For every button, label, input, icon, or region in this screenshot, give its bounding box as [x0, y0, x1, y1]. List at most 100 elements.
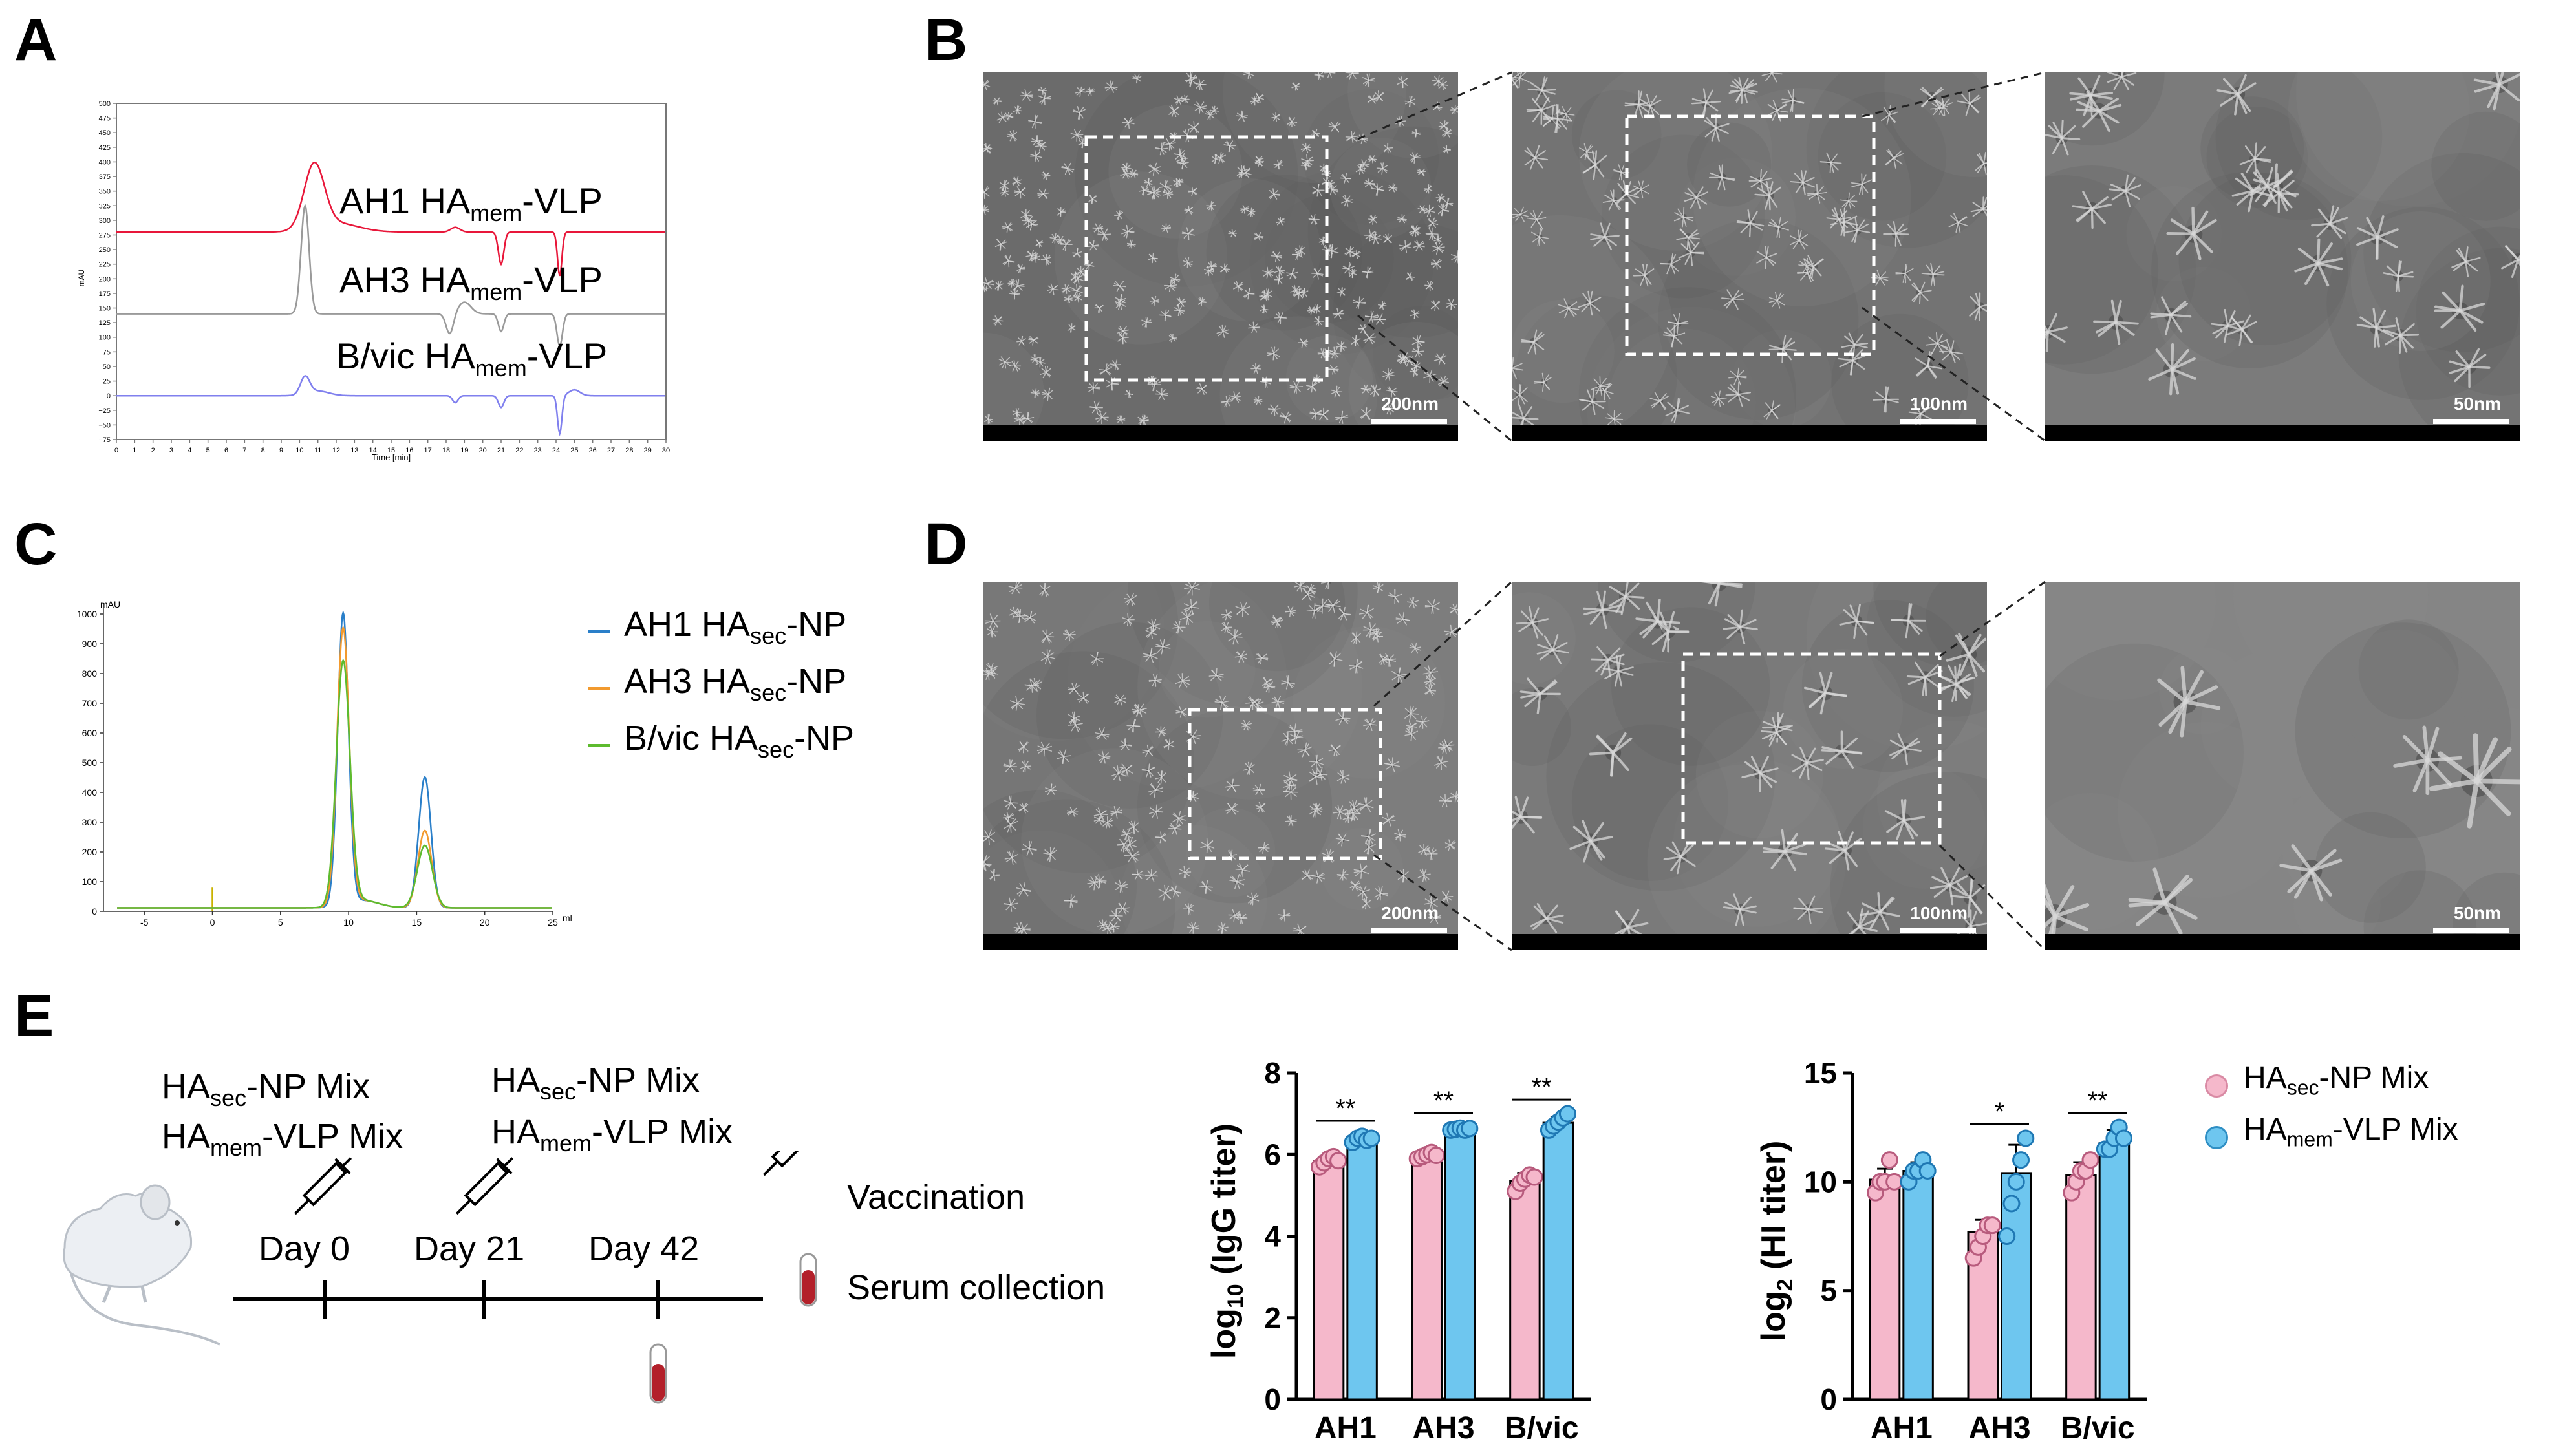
a-ytick-label: 125 — [99, 319, 111, 327]
tem-particle — [1803, 671, 1847, 715]
tem-particle — [1438, 794, 1452, 807]
tem-zoom-box — [1625, 114, 1876, 356]
tem-particle — [1368, 215, 1378, 225]
tem-particle — [999, 180, 1009, 191]
c-ytick-label: 100 — [82, 876, 98, 887]
tem-particle — [1176, 297, 1186, 307]
tem-particle — [1007, 279, 1016, 288]
tem-particle — [1158, 884, 1173, 901]
significance-label: ** — [2088, 1087, 2108, 1115]
tem-particle — [1423, 184, 1433, 194]
tem-stain-blob — [1036, 622, 1223, 809]
tem-particle — [1579, 388, 1606, 416]
tem-particle — [1144, 178, 1153, 187]
tem-particle — [2383, 317, 2420, 354]
tem-particle — [2501, 245, 2520, 278]
tem-particle — [2429, 733, 2520, 829]
tem-particle — [1353, 296, 1366, 310]
tem-particle — [1173, 148, 1186, 162]
tem-scale-label: 100nm — [1910, 394, 1968, 414]
tem-particle — [1534, 372, 1552, 392]
tem-particle — [1297, 338, 1309, 348]
tem-particle — [1155, 142, 1168, 156]
tem-particle — [1121, 162, 1132, 173]
tem-particle — [1262, 677, 1272, 688]
tem-particle — [2393, 725, 2463, 796]
tem-particle — [1336, 287, 1346, 297]
tem-particle — [1637, 94, 1662, 119]
tem-particle — [1274, 275, 1283, 285]
tem-particle — [1358, 797, 1374, 812]
tem-particle — [1093, 807, 1108, 822]
legend-c: AH1 HAsec-NP AH3 HAsec-NP B/vic HAsec-NP — [582, 604, 918, 779]
tem-particle — [1007, 130, 1017, 142]
a-xtick-label: 15 — [387, 447, 395, 454]
tem-particle — [1512, 206, 1529, 222]
panel-letter-c: C — [14, 511, 58, 577]
tem-particle — [1047, 283, 1059, 295]
tem-particle — [2239, 142, 2271, 175]
tem-particle — [1247, 892, 1260, 906]
tem-particle — [1271, 112, 1280, 122]
tem-particle — [1228, 229, 1238, 238]
legend-c-label-ah1: AH1 HAsec-NP — [624, 605, 847, 649]
tem-stain-blob — [2295, 622, 2511, 839]
tem-image-b-50nm: 50nm — [2045, 72, 2520, 441]
tem-particle — [1211, 154, 1221, 164]
a-xtick-label: 24 — [552, 447, 560, 454]
tem-particle — [1860, 891, 1900, 931]
tem-particle — [1148, 674, 1162, 687]
tem-particle — [1097, 228, 1111, 242]
tem-stain-blob — [1054, 171, 1228, 345]
tem-particle — [1110, 806, 1122, 819]
tem-particle — [1168, 885, 1181, 898]
tem-particle — [1041, 629, 1055, 644]
tem-particle — [1250, 363, 1261, 374]
data-point — [2017, 1129, 2035, 1147]
a-ytick-label: 425 — [99, 144, 111, 152]
tem-particle — [1064, 894, 1078, 908]
tem-particle — [1271, 251, 1283, 262]
chromatogram-a-ylabel: mAU — [77, 270, 86, 287]
tem-particle — [1129, 169, 1139, 178]
a-ytick-label: −50 — [98, 421, 111, 429]
tem-particle — [1255, 652, 1269, 664]
tem-particle — [1235, 601, 1250, 617]
data-point — [1558, 1105, 1576, 1123]
tem-particle — [1243, 288, 1255, 300]
bar-category-label: AH1 — [1871, 1411, 1933, 1445]
a-xtick-label: 8 — [261, 447, 265, 454]
tem-scale-bar — [1900, 419, 1976, 424]
tem-particle — [1077, 691, 1089, 704]
tem-particle — [1274, 265, 1285, 277]
tem-particle — [2150, 296, 2192, 335]
tem-info-bar — [2045, 425, 2520, 441]
tem-particle — [1040, 253, 1052, 266]
tem-particle — [1002, 255, 1015, 268]
bar-ytick-label: 6 — [1264, 1138, 1281, 1171]
tem-particle — [1721, 289, 1744, 310]
tem-particle — [1512, 72, 1530, 89]
tem-particle — [1175, 673, 1191, 688]
tem-particle — [1068, 711, 1080, 725]
tem-particle — [1144, 869, 1158, 882]
tem-particle — [1122, 836, 1137, 852]
tem-particle — [1841, 332, 1869, 359]
tem-particle — [1004, 795, 1018, 810]
tem-particle — [1335, 410, 1349, 424]
c-xtick-label: 25 — [548, 917, 558, 928]
tem-particle — [1433, 235, 1442, 244]
tem-particle — [1450, 791, 1458, 803]
tem-stain-blob — [2296, 72, 2520, 207]
tem-particle — [1415, 715, 1430, 729]
tem-particle — [1115, 879, 1128, 893]
tem-stain-blob — [1512, 688, 1572, 766]
tem-particle — [1168, 105, 1179, 118]
tem-particle — [1072, 106, 1086, 120]
tem-particle — [1243, 761, 1255, 775]
tem-particle — [1141, 763, 1155, 778]
tem-particle — [1768, 216, 1789, 238]
tem-particle — [1008, 582, 1023, 595]
tem-particle — [1287, 116, 1298, 127]
